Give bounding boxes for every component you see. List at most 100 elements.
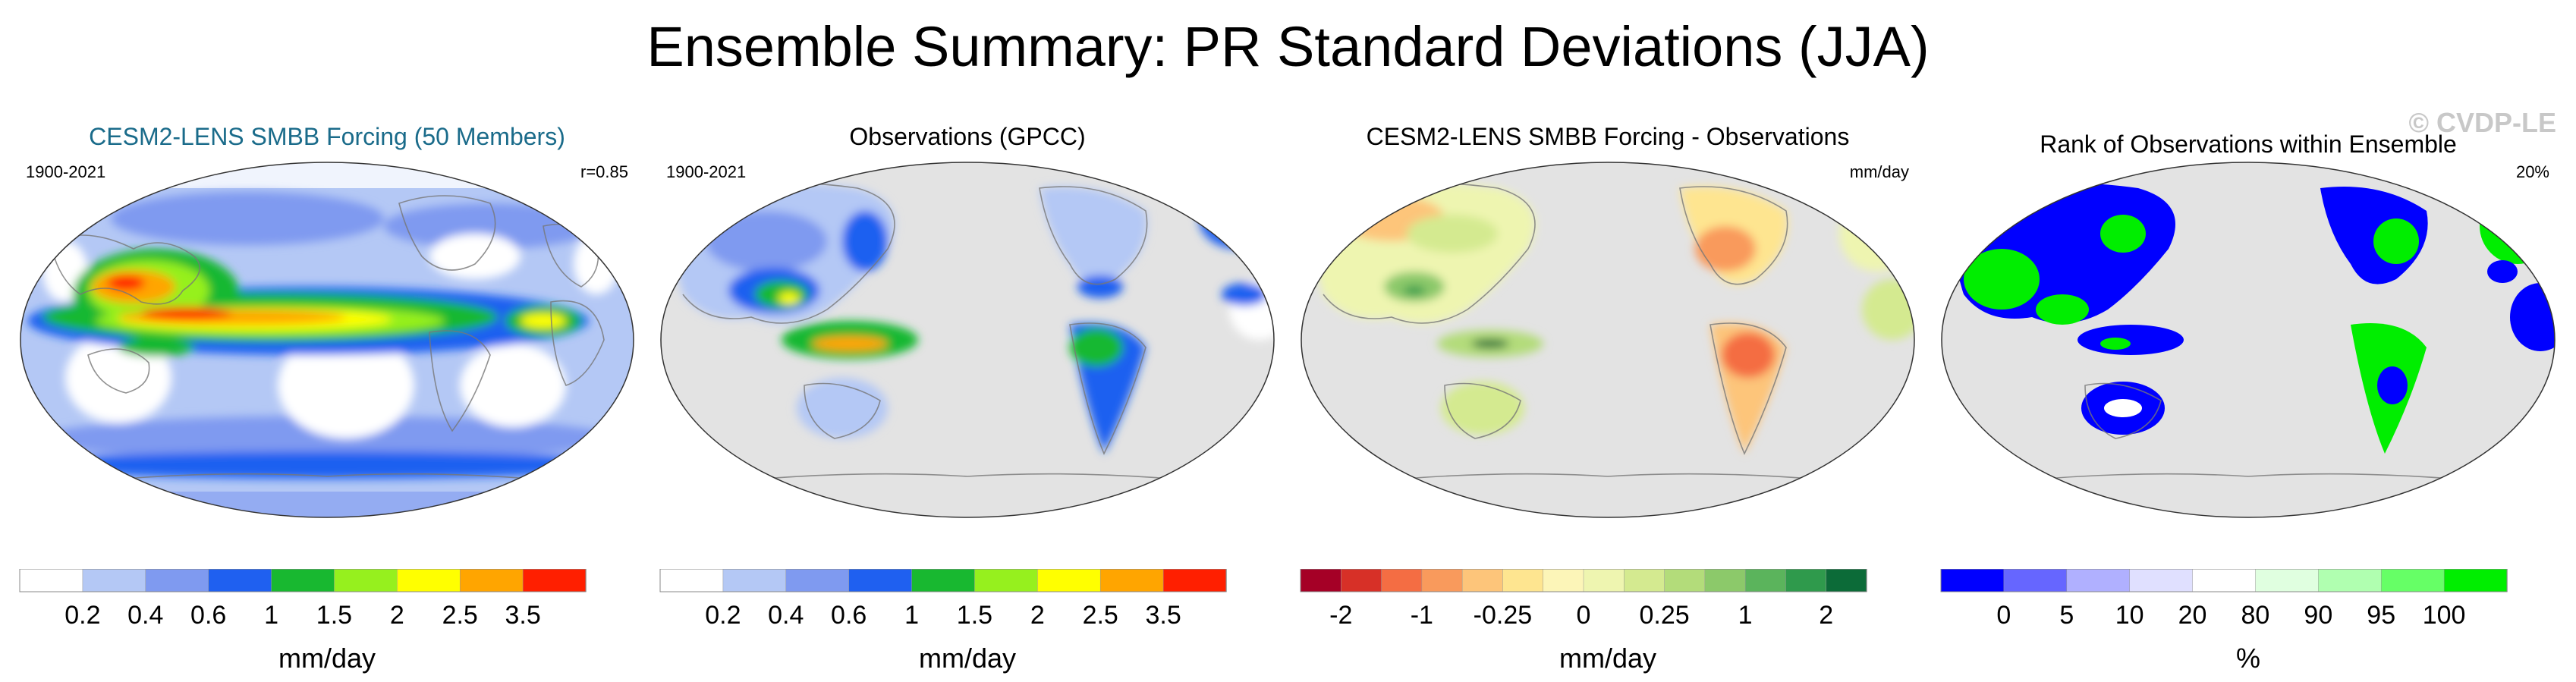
colorbar-tick-label: 5: [2059, 601, 2074, 630]
colorbar-tick-label: 2: [1819, 601, 1833, 630]
colorbar-tick-label: -2: [1329, 601, 1352, 630]
colorbar-tick-label: 0.2: [64, 601, 100, 630]
colorbar-frame: [19, 569, 587, 592]
colorbar-swatch: [2443, 569, 2508, 592]
panel-observations: Observations (GPCC) 1900-2021: [653, 114, 1282, 675]
colorbar-swatch: [1099, 569, 1164, 592]
colorbar-frame: [1940, 569, 2508, 592]
colorbar-swatch: [271, 569, 335, 592]
colorbar-swatch: [911, 569, 976, 592]
colorbar-swatch: [1744, 569, 1787, 592]
percent-label: 20%: [2515, 162, 2549, 181]
colorbar-swatch: [1461, 569, 1504, 592]
correlation-label: r=0.85: [580, 162, 628, 181]
colorbar-swatch: [1826, 569, 1867, 592]
colorbar-tick-label: 1: [1738, 601, 1753, 630]
colorbar-swatch: [82, 569, 146, 592]
colorbar-tick-label: 2.5: [442, 601, 478, 630]
colorbar-units: mm/day: [919, 643, 1016, 674]
colorbar-swatch: [2192, 569, 2257, 592]
figure-title: Ensemble Summary: PR Standard Deviations…: [646, 15, 1930, 78]
period-label: 1900-2021: [26, 162, 106, 181]
colorbar: 0 5 10 20 80 90 95 100 %: [1940, 569, 2508, 674]
colorbar-swatch: [848, 569, 913, 592]
colorbar-swatch: [1341, 569, 1382, 592]
colorbar-tick-label: 0.6: [190, 601, 226, 630]
colorbar-swatch: [2255, 569, 2320, 592]
colorbar-swatch: [1421, 569, 1463, 592]
colorbar-tick-label: 1: [264, 601, 278, 630]
colorbar-swatch: [1664, 569, 1706, 592]
colorbar-swatch: [1940, 569, 2005, 592]
colorbar: 0.2 0.4 0.6 1 1.5 2 2.5 3.5 mm/day: [19, 569, 587, 674]
colorbar-tick-label: 20: [2178, 601, 2207, 630]
colorbar-swatch: [2129, 569, 2194, 592]
colorbar-swatch: [2003, 569, 2068, 592]
colorbar-swatch: [659, 569, 724, 592]
colorbar-swatch: [2066, 569, 2131, 592]
colorbar-tick-label: 2.5: [1083, 601, 1118, 630]
panel-difference: CESM2-LENS SMBB Forcing - Observations m…: [1293, 114, 1923, 675]
colorbar-swatch: [334, 569, 398, 592]
colorbar-tick-label: 0.4: [768, 601, 804, 630]
colorbar-tick-label: 3.5: [505, 601, 540, 630]
panel-model: CESM2-LENS SMBB Forcing (50 Members) 190…: [12, 114, 642, 675]
units-corner-label: mm/day: [1849, 162, 1909, 181]
panel-rank: Rank of Observations within Ensemble 20%: [1933, 114, 2563, 675]
colorbar-swatch: [1543, 569, 1584, 592]
period-label: 1900-2021: [666, 162, 747, 181]
watermark: © CVDP-LE: [2408, 107, 2556, 138]
panel-title: Observations (GPCC): [849, 123, 1086, 150]
colorbar-tick-label: 10: [2115, 601, 2144, 630]
colorbar-units: mm/day: [278, 643, 376, 674]
colorbar-tick-label: 0: [1577, 601, 1591, 630]
colorbar-swatch: [1502, 569, 1544, 592]
colorbar-swatch: [1624, 569, 1665, 592]
colorbar-swatch: [1583, 569, 1625, 592]
colorbar-swatch: [974, 569, 1039, 592]
panel-title: CESM2-LENS SMBB Forcing (50 Members): [89, 123, 565, 150]
colorbar-tick-label: 0: [1996, 601, 2011, 630]
map-difference: [1301, 162, 1915, 518]
colorbar-swatch: [1300, 569, 1342, 592]
colorbar-units: mm/day: [1559, 643, 1656, 674]
colorbar: 0.2 0.4 0.6 1 1.5 2 2.5 3.5 mm/day: [659, 569, 1227, 674]
map-rank: [1941, 162, 2556, 518]
colorbar-frame: [659, 569, 1227, 592]
colorbar-swatch: [459, 569, 524, 592]
colorbar-tick-label: 1.5: [316, 601, 352, 630]
colorbar-tick-label: 100: [2423, 601, 2466, 630]
colorbar-tick-label: 1.5: [957, 601, 992, 630]
panel-title: CESM2-LENS SMBB Forcing - Observations: [1366, 123, 1850, 150]
colorbar-tick-label: 0.2: [705, 601, 741, 630]
colorbar-tick-label: 1: [904, 601, 919, 630]
colorbar-tick-label: 2: [1030, 601, 1045, 630]
colorbar-tick-label: 2: [390, 601, 404, 630]
colorbar-frame: [1300, 569, 1867, 592]
colorbar-swatch: [722, 569, 787, 592]
colorbar-swatch: [785, 569, 850, 592]
panel-title: Rank of Observations within Ensemble: [2040, 130, 2457, 158]
colorbar-swatch: [208, 569, 272, 592]
colorbar: -2 -1 -0.25 0 0.25 1 2 mm/day: [1300, 569, 1867, 674]
colorbar-tick-label: 0.6: [831, 601, 867, 630]
map-observations: [660, 162, 1275, 518]
colorbar-swatch: [1704, 569, 1746, 592]
colorbar-swatch: [19, 569, 83, 592]
colorbar-swatch: [1037, 569, 1101, 592]
colorbar-swatch: [1162, 569, 1227, 592]
map-model: [20, 162, 634, 518]
colorbar-swatch: [1381, 569, 1423, 592]
colorbar-swatch: [1785, 569, 1827, 592]
colorbar-swatch: [2318, 569, 2382, 592]
colorbar-tick-label: 95: [2367, 601, 2395, 630]
colorbar-tick-label: 0.4: [127, 601, 163, 630]
colorbar-tick-label: 80: [2241, 601, 2270, 630]
colorbar-tick-label: 3.5: [1145, 601, 1181, 630]
colorbar-swatch: [397, 569, 461, 592]
colorbar-units: %: [2236, 643, 2260, 674]
colorbar-tick-label: -0.25: [1474, 601, 1533, 630]
colorbar-tick-label: 0.25: [1639, 601, 1689, 630]
colorbar-swatch: [2380, 569, 2445, 592]
colorbar-tick-label: 90: [2304, 601, 2332, 630]
